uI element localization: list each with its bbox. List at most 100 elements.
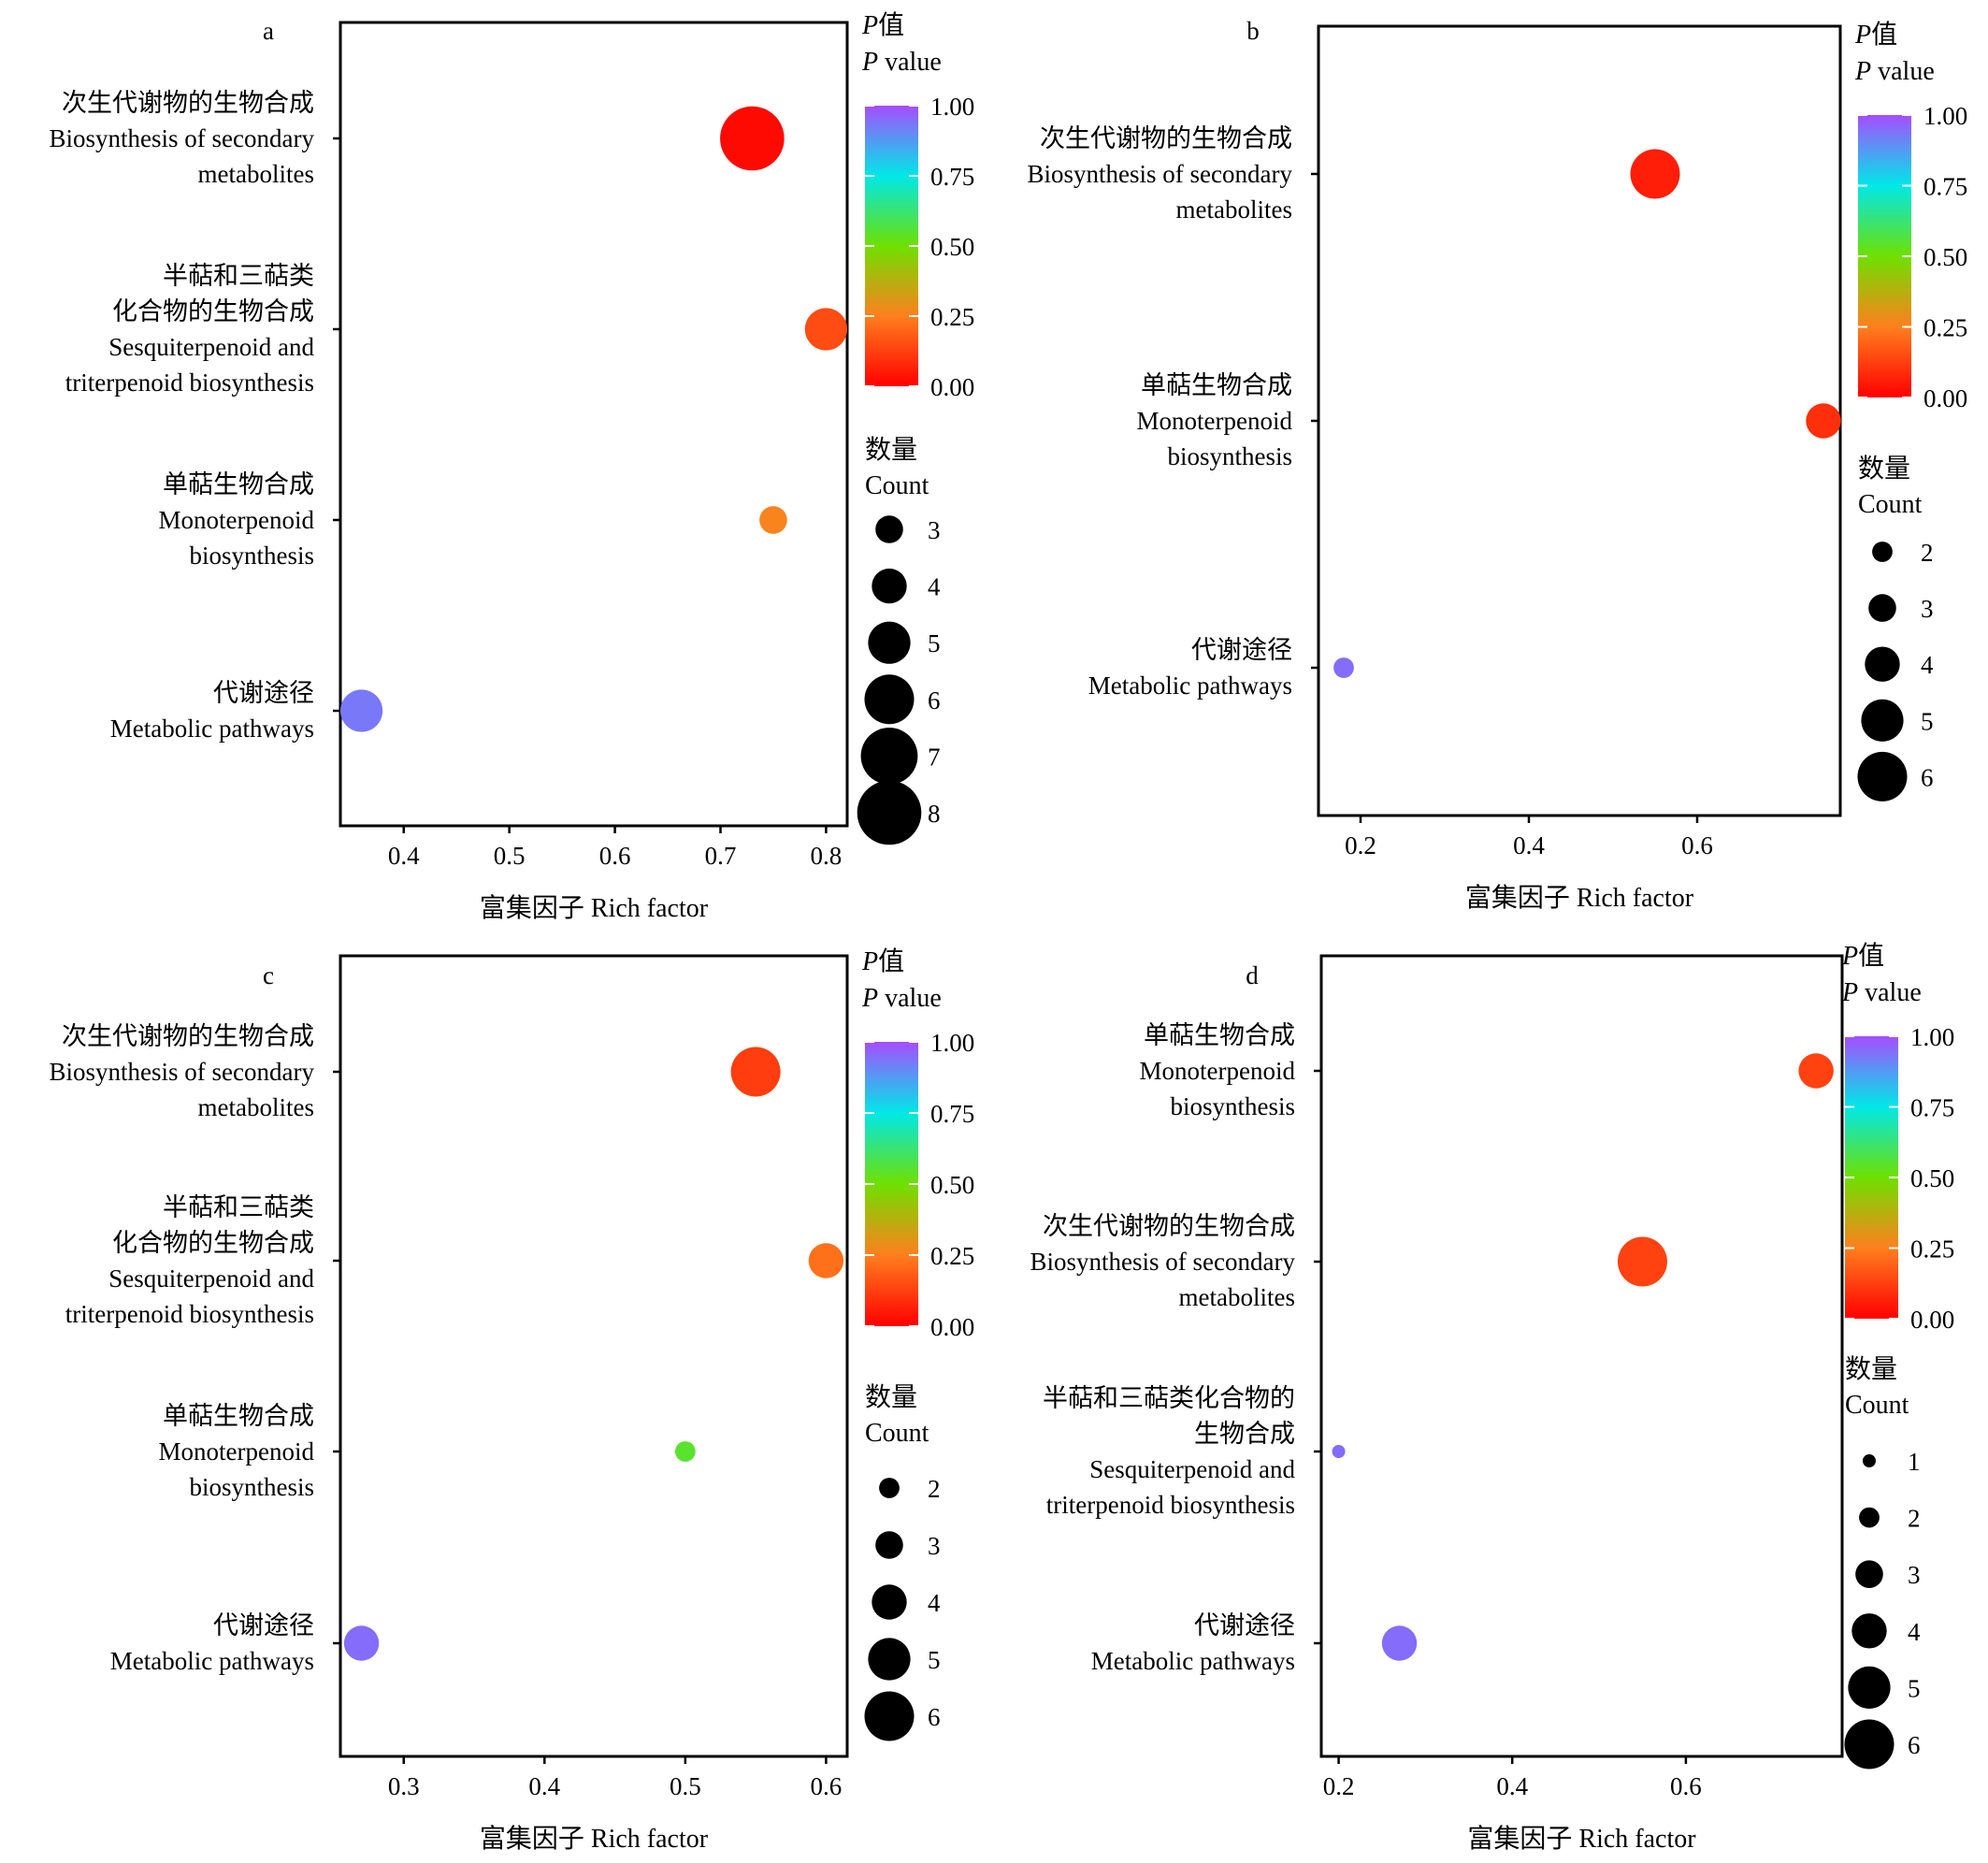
y-tick-label-line: metabolites: [198, 1093, 314, 1121]
x-axis-label: 富集因子 Rich factor: [1465, 883, 1694, 913]
size-legend-dot: [857, 780, 922, 845]
color-bar-label: 0.75: [930, 1100, 974, 1128]
x-tick-label: 0.5: [494, 842, 526, 870]
y-tick-label-line: Sesquiterpenoid and: [108, 333, 314, 361]
y-tick-label-line: 化合物的生物合成: [112, 1229, 314, 1257]
size-legend-dot: [1844, 1719, 1894, 1769]
x-axis-label: 富集因子 Rich factor: [480, 1824, 709, 1854]
size-legend-label: 5: [1908, 1674, 1921, 1702]
size-legend-label: 4: [1921, 651, 1934, 679]
y-tick-label-line: Sesquiterpenoid and: [108, 1264, 314, 1293]
size-legend-dot: [1848, 1666, 1891, 1709]
y-tick-label-line: Monoterpenoid: [159, 506, 315, 534]
color-legend-subtitle: P value: [861, 984, 942, 1013]
y-tick-label-line: Metabolic pathways: [110, 715, 314, 743]
size-legend-subtitle: Count: [1858, 490, 1923, 519]
y-tick-label-line: biosynthesis: [189, 542, 314, 570]
y-tick-label-line: Biosynthesis of secondary: [1028, 160, 1293, 188]
y-tick-label: 次生代谢物的生物合成 Biosynthesis of secondary metab…: [50, 1022, 315, 1121]
y-tick-label-line: 单萜生物合成: [163, 470, 314, 498]
data-point: [1798, 1053, 1834, 1089]
data-point: [1630, 149, 1680, 199]
size-legend-label: 3: [928, 516, 941, 544]
size-legend-label: 5: [928, 629, 941, 657]
size-legend-dot: [868, 621, 911, 664]
y-tick-label-line: 单萜生物合成: [1144, 1021, 1295, 1049]
color-bar-label: 0.00: [1910, 1306, 1954, 1334]
x-tick-label: 0.2: [1345, 831, 1376, 859]
size-legend-subtitle: Count: [1845, 1391, 1909, 1420]
panel-b: b 次生代谢物的生物合成 Biosynthesis of secondary meta…: [1028, 17, 1968, 913]
size-legend-label: 7: [928, 743, 941, 771]
color-legend-subtitle: P value: [1841, 978, 1922, 1007]
color-bar-label: 0.25: [930, 1242, 974, 1270]
size-legend-subtitle: Count: [865, 1419, 929, 1448]
y-tick-label-line: 半萜和三萜类: [163, 262, 314, 290]
color-bar-label: 0.75: [1910, 1094, 1954, 1122]
plot-frame: [1317, 24, 1842, 817]
x-tick-label: 0.6: [1670, 1772, 1702, 1800]
size-legend-label: 5: [928, 1646, 941, 1674]
y-tick-label-line: 次生代谢物的生物合成: [62, 1022, 314, 1050]
y-tick-label-line: biosynthesis: [1167, 442, 1292, 470]
y-tick-label: 次生代谢物的生物合成 Biosynthesis of secondary metab…: [1028, 124, 1293, 224]
size-legend-dot: [1868, 594, 1896, 622]
size-legend-dot: [1863, 1454, 1876, 1467]
y-tick-label: 单萜生物合成 Monoterpenoid biosynthesis: [1137, 371, 1293, 470]
plot-frame: [339, 21, 849, 828]
size-legend-label: 6: [928, 686, 941, 715]
color-bar-label: 1.00: [1923, 102, 1967, 130]
panel-label: a: [263, 17, 274, 45]
y-tick-label-line: Metabolic pathways: [1091, 1647, 1295, 1675]
color-legend-subtitle: P value: [861, 48, 942, 77]
y-tick-label-line: Biosynthesis of secondary: [1030, 1248, 1296, 1276]
y-tick-label-line: metabolites: [198, 160, 314, 188]
x-tick-label: 0.2: [1323, 1772, 1355, 1800]
y-tick-label-line: 代谢途径: [1194, 1611, 1295, 1639]
size-legend-dot: [1851, 1613, 1887, 1649]
y-tick-label-line: 次生代谢物的生物合成: [1040, 124, 1292, 152]
color-bar-label: 0.25: [1923, 314, 1967, 342]
y-tick-label-line: 代谢途径: [213, 679, 314, 707]
size-legend-dot: [872, 568, 907, 604]
y-tick-label-line: 次生代谢物的生物合成: [1043, 1212, 1295, 1240]
color-legend-title: P值: [861, 10, 904, 40]
data-point: [674, 1441, 696, 1462]
y-tick-label-line: 单萜生物合成: [1141, 371, 1292, 399]
size-legend-label: 4: [1908, 1618, 1921, 1646]
y-tick-label-line: 单萜生物合成: [163, 1402, 314, 1430]
y-tick-label: 代谢途径 Metabolic pathways: [1088, 636, 1292, 700]
y-tick-label-line: metabolites: [1176, 195, 1292, 224]
y-tick-label: 单萜生物合成 Monoterpenoid biosynthesis: [1140, 1021, 1296, 1120]
y-tick-label: 单萜生物合成 Monoterpenoid biosynthesis: [159, 1402, 315, 1501]
x-tick-label: 0.6: [811, 1772, 843, 1800]
size-legend-dot: [875, 1531, 903, 1559]
size-legend-title: 数量: [1845, 1354, 1897, 1384]
color-bar-label: 1.00: [1910, 1023, 1954, 1051]
size-legend-dot: [1865, 646, 1900, 682]
y-tick-label-line: Monoterpenoid: [1137, 407, 1293, 435]
size-legend-dot: [864, 1691, 915, 1741]
size-legend-title: 数量: [865, 435, 917, 465]
x-tick-label: 0.4: [528, 1772, 560, 1800]
size-legend-dot: [860, 728, 918, 785]
color-bar-label: 0.00: [1923, 384, 1967, 412]
size-legend-label: 3: [1921, 595, 1934, 623]
y-tick-label: 代谢途径 Metabolic pathways: [110, 679, 314, 743]
color-bar-label: 0.75: [930, 163, 974, 191]
y-tick-label: 代谢途径 Metabolic pathways: [110, 1611, 314, 1675]
x-axis-label: 富集因子 Rich factor: [480, 893, 709, 923]
x-tick-label: 0.7: [705, 842, 737, 870]
size-legend-label: 2: [1921, 539, 1934, 567]
y-tick-label-line: Metabolic pathways: [110, 1647, 314, 1675]
color-legend-subtitle: P value: [1854, 57, 1935, 86]
y-tick-label: 单萜生物合成 Monoterpenoid biosynthesis: [159, 470, 315, 570]
color-bar-label: 0.25: [1910, 1235, 1954, 1264]
size-legend-label: 1: [1908, 1448, 1921, 1476]
data-point: [343, 1625, 380, 1661]
x-tick-label: 0.4: [1496, 1772, 1528, 1800]
color-legend-title: P值: [1854, 20, 1897, 50]
y-tick-label-line: 化合物的生物合成: [112, 297, 314, 325]
